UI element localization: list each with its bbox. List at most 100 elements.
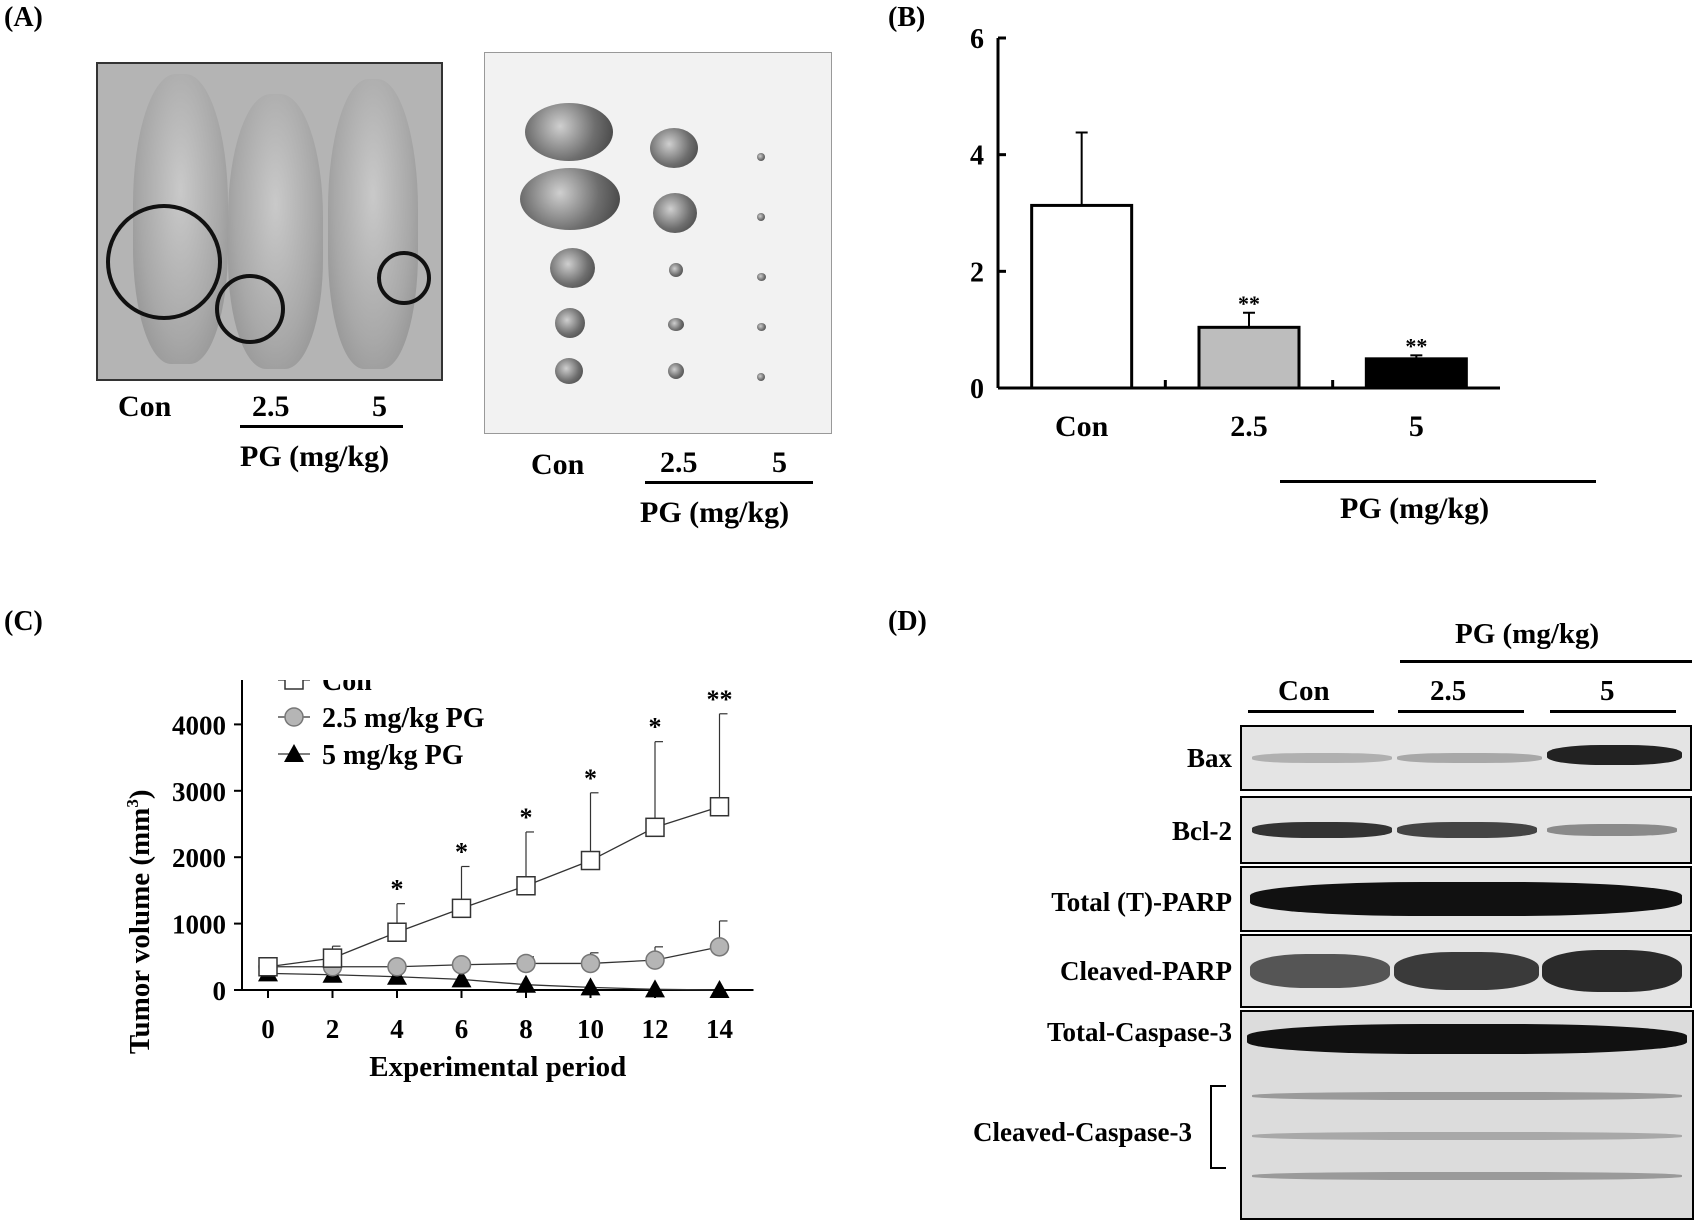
weight-y-tick-label: 6	[970, 24, 984, 55]
blot-label-cparp: Cleaved-PARP	[1060, 956, 1232, 986]
legend-label: Con	[322, 680, 372, 697]
weight-y-tick-label: 4	[970, 141, 984, 172]
volume-point	[387, 957, 407, 977]
lane-label-2-5: 2.5	[1430, 675, 1467, 707]
volume-point	[709, 937, 730, 957]
volume-x-tick-label: 12	[642, 1014, 669, 1044]
tumors-label-con: Con	[531, 448, 585, 481]
tumor-high-5	[757, 373, 765, 381]
tumor-low-2	[653, 193, 697, 233]
volume-y-tick-label: 0	[213, 976, 227, 1006]
tumor-low-3	[669, 263, 683, 277]
mice-label-con: Con	[118, 390, 172, 423]
blot-bcl2	[1240, 796, 1692, 864]
volume-point	[580, 850, 601, 871]
blot-label-ccasp: Cleaved-Caspase-3	[973, 1117, 1192, 1147]
legend-marker	[284, 744, 304, 762]
volume-significance: *	[391, 875, 404, 904]
volume-point	[516, 974, 536, 993]
weight-significance: **	[1238, 291, 1260, 316]
volume-point	[580, 977, 601, 996]
weight-x-tick-label: 2.5	[1230, 410, 1268, 443]
tumor-high-2	[757, 213, 765, 221]
tumor-high-4	[757, 323, 766, 331]
volume-point	[645, 817, 665, 838]
tumors-group-line	[645, 481, 813, 484]
mice-group-label: PG (mg/kg)	[240, 440, 390, 473]
volume-significance: *	[520, 803, 533, 832]
volume-x-tick-label: 4	[390, 1014, 404, 1044]
weight-y-tick-label: 2	[970, 257, 984, 288]
panel-d-label: (D)	[888, 606, 927, 637]
tumor-con-3	[550, 248, 595, 288]
weight-y-tick-label: 0	[970, 374, 984, 405]
volume-point	[258, 957, 278, 977]
blot-caspase	[1240, 1010, 1694, 1220]
blot-label-bax: Bax	[1186, 743, 1232, 773]
volume-point	[451, 898, 472, 919]
volume-ylabel-main: Tumor volume (mm	[123, 807, 156, 1055]
volume-xlabel: Experimental period	[369, 1051, 626, 1083]
tumor-con-5	[555, 358, 583, 384]
weight-x-tick-label: Con	[1055, 410, 1109, 443]
tumors-label-5: 5	[772, 446, 787, 479]
tumor-low-1	[650, 128, 698, 168]
tumor-low-5	[668, 363, 684, 379]
tumor-high-1	[757, 153, 765, 161]
lane-label-con: Con	[1278, 675, 1330, 707]
blot-label-tparp: Total (T)-PARP	[1051, 887, 1232, 917]
volume-y-tick-label: 4000	[172, 710, 226, 740]
volume-y-tick-label: 1000	[172, 910, 226, 940]
panel-c-label: (C)	[4, 606, 43, 637]
legend-label: 5 mg/kg PG	[322, 740, 464, 771]
tumor-high-3	[757, 273, 766, 281]
blot-bax	[1240, 725, 1692, 791]
volume-point	[709, 980, 730, 998]
mouse-5	[328, 79, 418, 369]
volume-point	[387, 922, 407, 942]
mice-group-line	[240, 425, 403, 428]
volume-point	[645, 979, 665, 998]
blot-group-line	[1400, 660, 1692, 663]
volume-point	[516, 876, 536, 896]
volume-ylabel-close: )	[123, 789, 156, 800]
volume-series-line	[268, 946, 720, 968]
panel-a-label: (A)	[4, 2, 43, 33]
blot-cparp	[1240, 934, 1692, 1008]
volume-point	[322, 948, 343, 968]
volume-significance: *	[584, 764, 597, 793]
volume-x-tick-label: 6	[455, 1014, 469, 1044]
lane-line-con	[1248, 710, 1374, 713]
weight-group-line	[1280, 480, 1596, 483]
tumor-low-4	[668, 318, 684, 331]
volume-series-line	[267, 806, 720, 968]
blot-tparp	[1240, 866, 1692, 932]
volume-significance: *	[455, 837, 468, 866]
volume-x-tick-label: 14	[706, 1014, 733, 1044]
volume-point	[645, 950, 665, 970]
volume-ylabel-sup: 3	[123, 799, 143, 808]
volume-ylabel: Tumor volume (mm3)	[123, 762, 157, 1082]
volume-y-tick-label: 2000	[172, 843, 226, 873]
panel-b-label: (B)	[888, 2, 926, 33]
tumors-photo	[484, 52, 832, 434]
weight-bar	[1030, 203, 1134, 390]
lane-label-5: 5	[1600, 675, 1615, 707]
volume-significance: *	[649, 713, 662, 742]
volume-x-tick-label: 8	[519, 1014, 533, 1044]
mice-photo	[96, 62, 443, 381]
volume-point	[451, 969, 472, 988]
lane-line-2-5	[1398, 710, 1524, 713]
volume-significance: **	[707, 685, 733, 714]
volume-y-tick-label: 3000	[172, 777, 226, 807]
weight-significance: **	[1405, 333, 1427, 358]
blot-label-bcl2: Bcl-2	[1172, 816, 1232, 846]
legend-label: 2.5 mg/kg PG	[322, 703, 485, 734]
tumor-circle-con	[106, 204, 222, 320]
volume-x-tick-label: 0	[261, 1014, 275, 1044]
blot-group-label: PG (mg/kg)	[1455, 618, 1600, 650]
tumors-label-2-5: 2.5	[660, 446, 698, 479]
legend-marker	[284, 680, 304, 690]
volume-x-tick-label: 10	[577, 1014, 604, 1044]
